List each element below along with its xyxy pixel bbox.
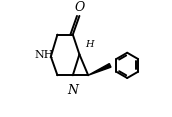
Text: NH: NH bbox=[35, 50, 54, 60]
Text: N: N bbox=[67, 84, 78, 97]
Polygon shape bbox=[88, 64, 111, 75]
Text: H: H bbox=[85, 40, 93, 49]
Text: O: O bbox=[74, 1, 84, 14]
